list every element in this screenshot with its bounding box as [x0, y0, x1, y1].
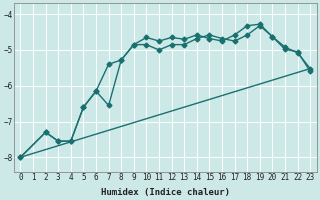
X-axis label: Humidex (Indice chaleur): Humidex (Indice chaleur) [101, 188, 230, 197]
